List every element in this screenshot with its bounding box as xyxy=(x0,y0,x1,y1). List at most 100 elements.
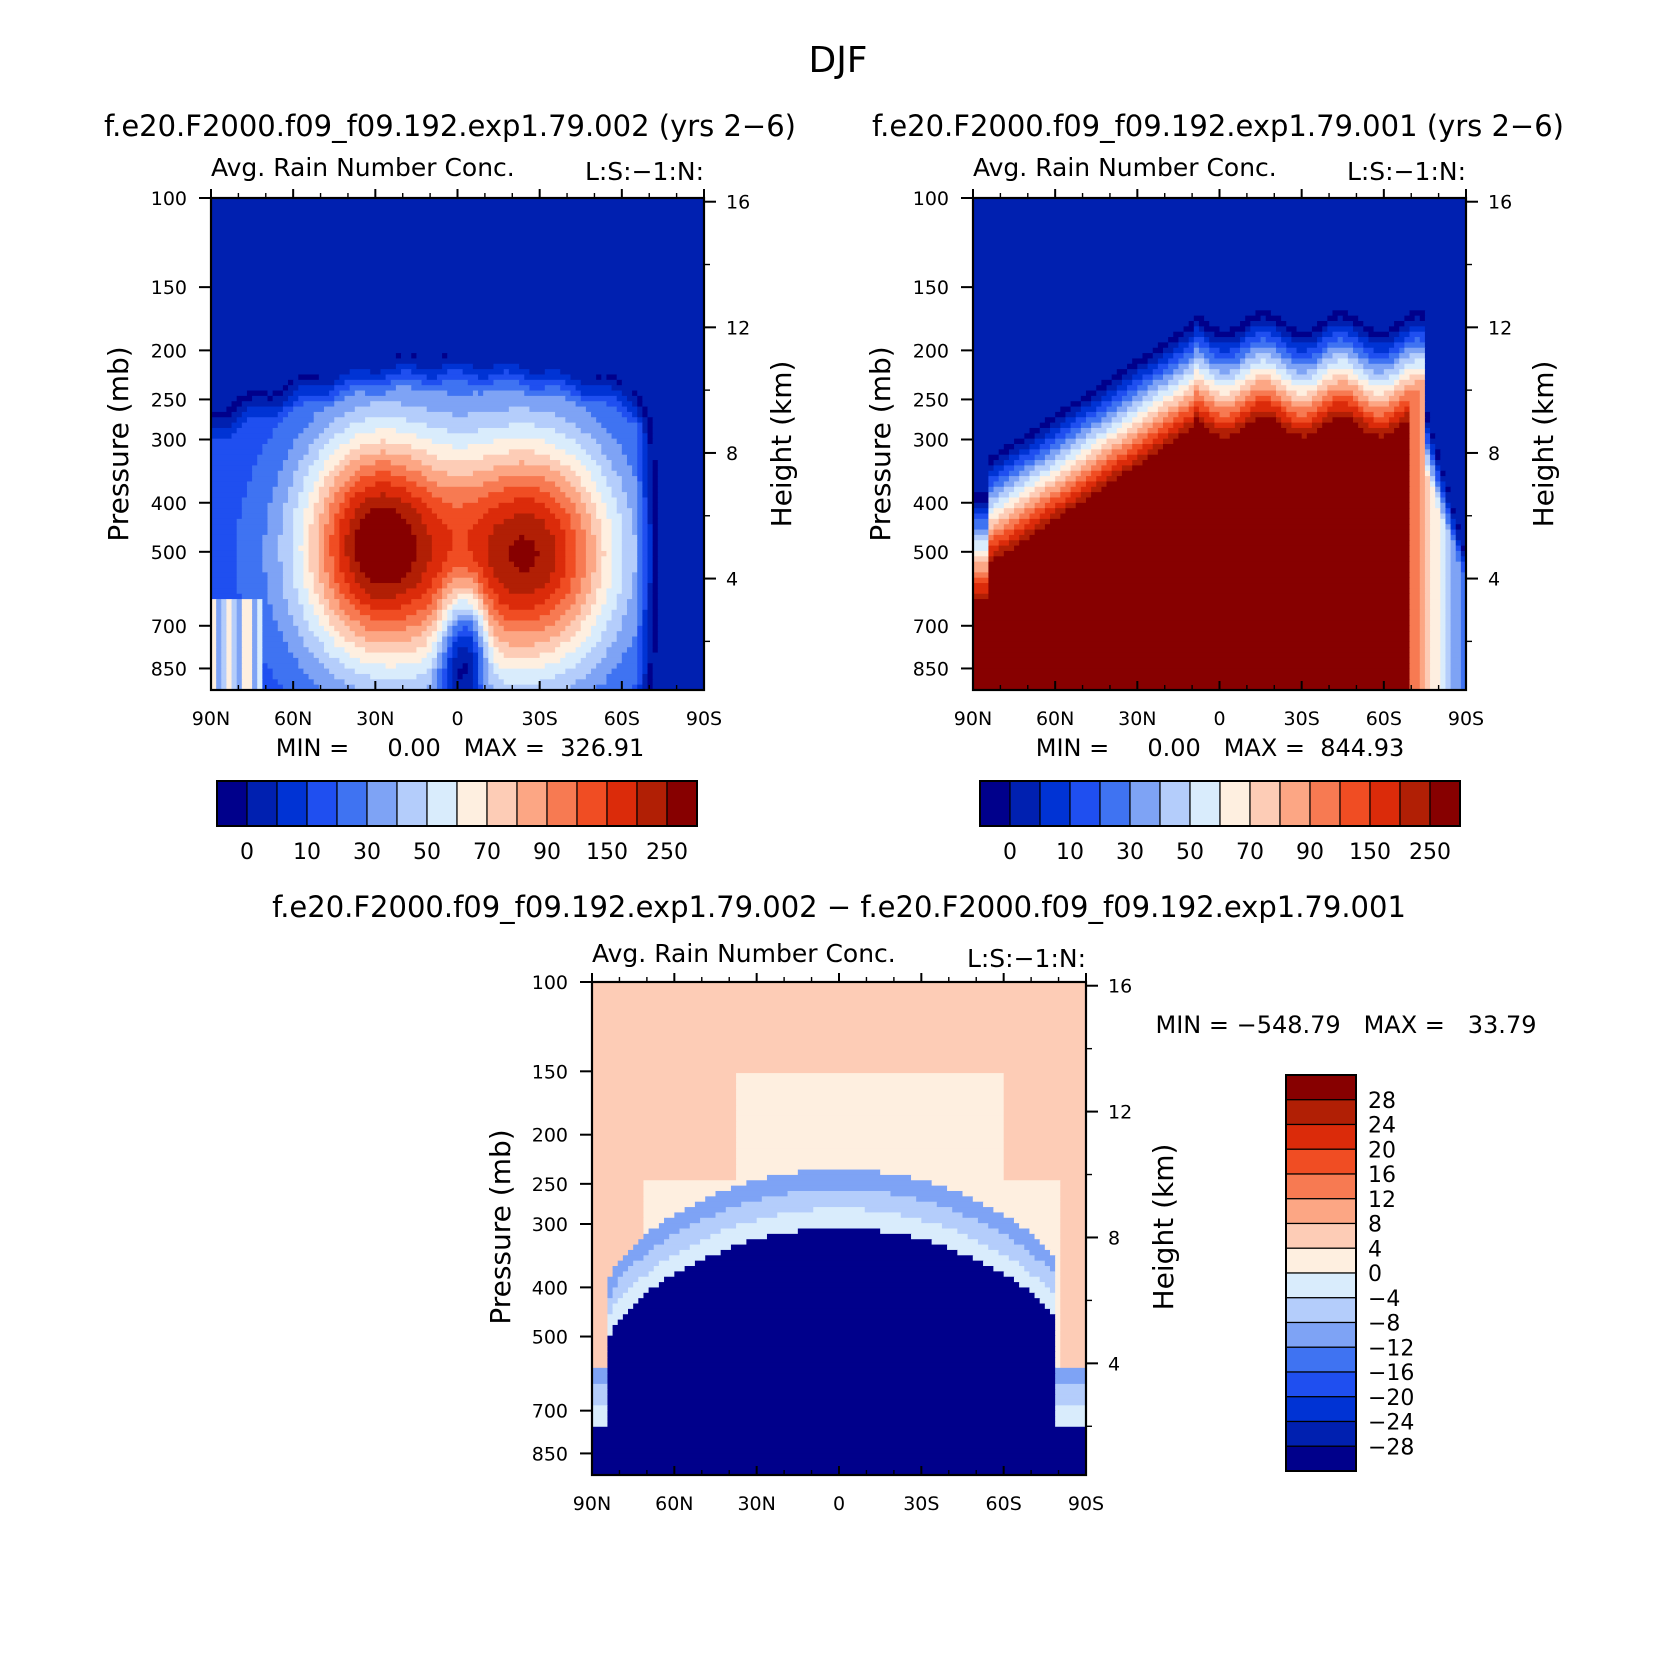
p1-field-cell xyxy=(303,476,320,483)
p1-field-cell xyxy=(288,385,299,392)
p1-field-cell xyxy=(642,449,649,456)
p1-field-cell xyxy=(483,599,495,606)
p2-field-cell xyxy=(1260,337,1267,343)
p1-field-cell xyxy=(560,599,577,606)
p1-field-cell xyxy=(565,508,577,515)
p2-field-cell xyxy=(1044,481,1056,488)
p3-field-cell xyxy=(607,1298,619,1305)
p1-field-cell xyxy=(591,577,602,584)
p1-field-cell xyxy=(211,492,248,499)
p2-field-cell xyxy=(1409,561,1421,568)
p3-field-cell xyxy=(607,1308,614,1315)
p2-field-cell xyxy=(1460,657,1466,664)
p2-field-cell xyxy=(1178,363,1190,370)
p1-field-cell xyxy=(323,465,335,472)
p1-field-cell xyxy=(575,508,587,515)
p1-field-cell xyxy=(246,406,284,413)
p3-field-cell xyxy=(592,1137,737,1144)
p1-field-cell xyxy=(647,502,654,509)
p2-field-cell xyxy=(1358,315,1405,322)
p1-field-cell xyxy=(580,513,592,520)
p1-field-cell xyxy=(277,620,294,627)
p1-field-cell xyxy=(632,572,638,579)
p1-field-cell xyxy=(436,663,443,670)
p1-field-cell xyxy=(647,460,654,466)
p1-field-cell xyxy=(642,540,649,547)
p2-field-cell xyxy=(1327,363,1354,370)
p1-field-cell xyxy=(267,593,284,600)
p1-field-cell xyxy=(657,567,704,573)
p2-y2tick-label: 4 xyxy=(1488,569,1500,591)
p2-field-cell xyxy=(1245,374,1257,381)
p1-field-cell xyxy=(472,641,479,648)
p2-field-cell xyxy=(988,518,1000,525)
p2-field-cell xyxy=(973,465,995,472)
p2-field-cell xyxy=(1332,331,1349,338)
p2-field-cell xyxy=(1394,363,1405,370)
p1-field-cell xyxy=(632,636,638,643)
p3-field-cell xyxy=(607,1276,619,1283)
p2-field-cell xyxy=(1039,513,1051,520)
p2-field-cell xyxy=(1368,401,1390,408)
p2-field-cell xyxy=(1419,668,1426,675)
p2-field-cell xyxy=(1419,679,1426,686)
p1-field-cell xyxy=(344,550,356,557)
p2-field-cell xyxy=(1317,385,1328,392)
p2-field-cell xyxy=(1332,310,1349,317)
colorbar-swatch xyxy=(1429,780,1461,827)
colorbar-swatch xyxy=(276,780,308,827)
p2-field-cell xyxy=(1245,331,1257,338)
p2-field-cell xyxy=(1440,481,1447,488)
p1-field-cell xyxy=(236,540,263,547)
p1-field-cell xyxy=(349,518,361,525)
p2-field-cell xyxy=(1275,417,1282,424)
p2-field-cell xyxy=(1137,449,1149,456)
p2-field-cell xyxy=(1460,647,1466,654)
p1-field-cell xyxy=(611,615,623,622)
p3-field-cell xyxy=(643,1217,665,1224)
p2-field-cell xyxy=(1142,422,1154,429)
p2-field-cell xyxy=(1337,379,1349,386)
p2-field-cell xyxy=(973,615,1411,622)
p1-field-cell xyxy=(539,615,561,622)
p1-field-cell xyxy=(647,636,654,643)
p2-field-cell xyxy=(1419,524,1426,531)
p1-field-cell xyxy=(313,508,325,515)
p1-field-cell xyxy=(211,288,704,295)
p1-field-cell xyxy=(637,444,643,450)
colorbar-swatch xyxy=(606,780,638,827)
p1-field-cell xyxy=(426,668,433,675)
p1-y2tick-label: 4 xyxy=(726,569,738,591)
p1-field-cell xyxy=(252,465,284,472)
p1-field-cell xyxy=(452,444,469,450)
p2-field-cell xyxy=(1157,363,1169,370)
p2-field-cell xyxy=(1106,406,1118,413)
p1-field-cell xyxy=(426,561,443,568)
p2-field-cell xyxy=(1460,545,1466,552)
p3-field-cell xyxy=(947,1244,989,1251)
p1-field-cell xyxy=(652,620,659,627)
p1-field-cell xyxy=(211,353,397,360)
p1-field-cell xyxy=(323,550,330,557)
p1-field-cell xyxy=(575,385,613,392)
p1-field-cell xyxy=(652,599,659,606)
p1-field-cell xyxy=(231,609,238,616)
p1-field-cell xyxy=(334,395,346,402)
panel2-y2label: Height (km) xyxy=(1527,361,1560,528)
p1-field-cell xyxy=(513,561,536,568)
p1-field-cell xyxy=(549,529,566,536)
p1-field-cell xyxy=(272,486,289,493)
p1-field-cell xyxy=(580,588,592,595)
p2-field-cell xyxy=(973,508,990,515)
p1-field-cell xyxy=(657,583,704,589)
p1-field-cell xyxy=(580,427,608,434)
p1-field-cell xyxy=(308,620,320,627)
p1-field-cell xyxy=(288,449,310,456)
p3-field-cell xyxy=(1055,1287,1061,1294)
p1-field-cell xyxy=(211,342,704,349)
p1-field-cell xyxy=(216,625,222,632)
p3-field-cell xyxy=(1055,1330,1061,1337)
p2-field-cell xyxy=(1394,337,1405,343)
p2-field-cell xyxy=(1368,331,1390,338)
p1-field-cell xyxy=(472,668,479,675)
